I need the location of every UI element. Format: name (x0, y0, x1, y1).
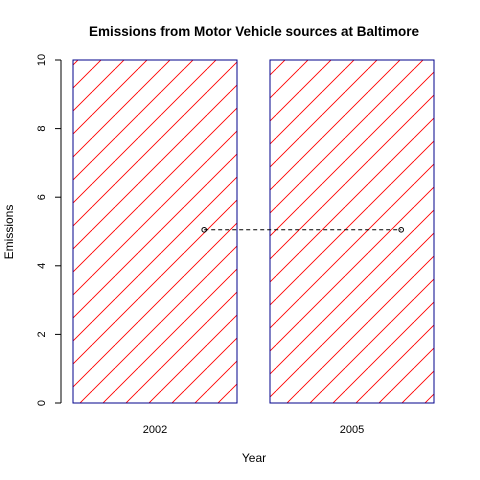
overlay-point-2002 (201, 226, 207, 233)
y-tick-label-0: 0 (36, 400, 48, 406)
bar-fill-2005 (270, 60, 434, 403)
y-axis-label: Emissions (2, 205, 16, 260)
overlay-point-2005 (398, 226, 405, 233)
x-axis-labels: 2002 2005 (143, 424, 364, 436)
bar-2002 (72, 59, 238, 404)
x-tick-label-2005: 2005 (340, 424, 364, 436)
y-tick-label-8: 8 (36, 126, 48, 132)
y-tick-label-4: 4 (36, 263, 48, 269)
overlay-line-group (201, 226, 405, 233)
y-axis: 0 2 4 6 8 10 (36, 54, 62, 406)
y-tick-label-10: 10 (36, 54, 48, 66)
y-tick-label-2: 2 (36, 331, 48, 337)
bar-border-2002 (72, 59, 238, 404)
y-tick-label-6: 6 (36, 194, 48, 200)
chart-title: Emissions from Motor Vehicle sources at … (89, 24, 420, 39)
bars (72, 59, 435, 404)
bar-border-2005 (269, 59, 435, 404)
x-axis-label: Year (242, 451, 266, 465)
bar-2005 (269, 59, 435, 404)
bar-fill-2002 (73, 60, 237, 403)
x-tick-label-2002: 2002 (143, 424, 167, 436)
